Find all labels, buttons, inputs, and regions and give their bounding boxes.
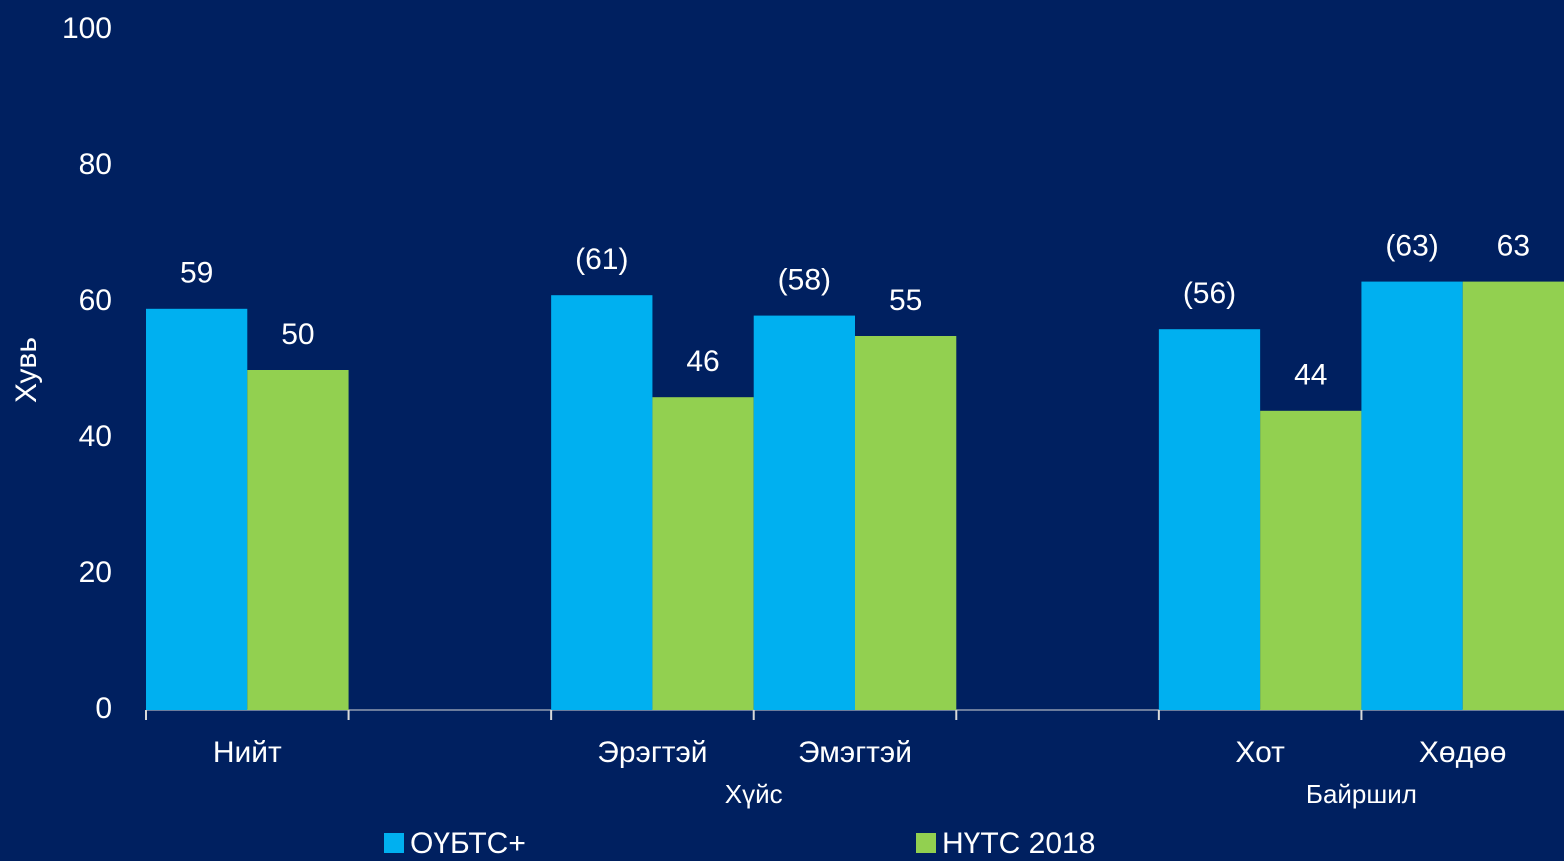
bar: [1462, 281, 1564, 710]
legend-label: ОҮБТС+: [410, 827, 526, 860]
data-label: 59: [180, 257, 213, 290]
bar: [753, 315, 855, 710]
data-label: 44: [1294, 359, 1327, 392]
bar: [551, 295, 653, 710]
group-label: Хүйс: [725, 779, 783, 809]
data-label: (61): [575, 243, 628, 276]
data-label: 55: [889, 284, 922, 317]
bar: [1158, 329, 1261, 710]
y-tick-label: 100: [62, 12, 112, 45]
data-label: 63: [1497, 230, 1530, 263]
y-tick-label: 20: [79, 556, 112, 589]
x-tick-label: Эмэгтэй: [798, 736, 912, 769]
legend-swatch: [384, 833, 404, 853]
y-tick-label: 60: [79, 284, 112, 317]
y-tick-label: 0: [95, 692, 112, 725]
y-axis-title: Хувь: [10, 337, 43, 403]
bar: [652, 397, 754, 710]
data-label: 50: [281, 318, 314, 351]
y-tick-label: 40: [79, 420, 112, 453]
data-label: 46: [686, 345, 719, 378]
bar: [1361, 281, 1463, 710]
x-tick-label: Нийт: [213, 736, 282, 769]
bar: [247, 370, 349, 710]
data-label: (56): [1183, 277, 1236, 310]
data-label: (58): [778, 264, 831, 297]
data-label: (63): [1385, 230, 1438, 263]
bar: [855, 336, 957, 710]
group-label: Байршил: [1306, 779, 1417, 809]
bar: [1260, 410, 1362, 710]
bar: [146, 308, 248, 710]
x-tick-label: Эрэгтэй: [597, 736, 707, 769]
y-tick-label: 80: [79, 148, 112, 181]
legend-swatch: [916, 833, 936, 853]
x-tick-label: Хөдөө: [1419, 736, 1507, 769]
legend-label: НҮТС 2018: [942, 827, 1095, 860]
x-tick-label: Хот: [1235, 736, 1285, 769]
